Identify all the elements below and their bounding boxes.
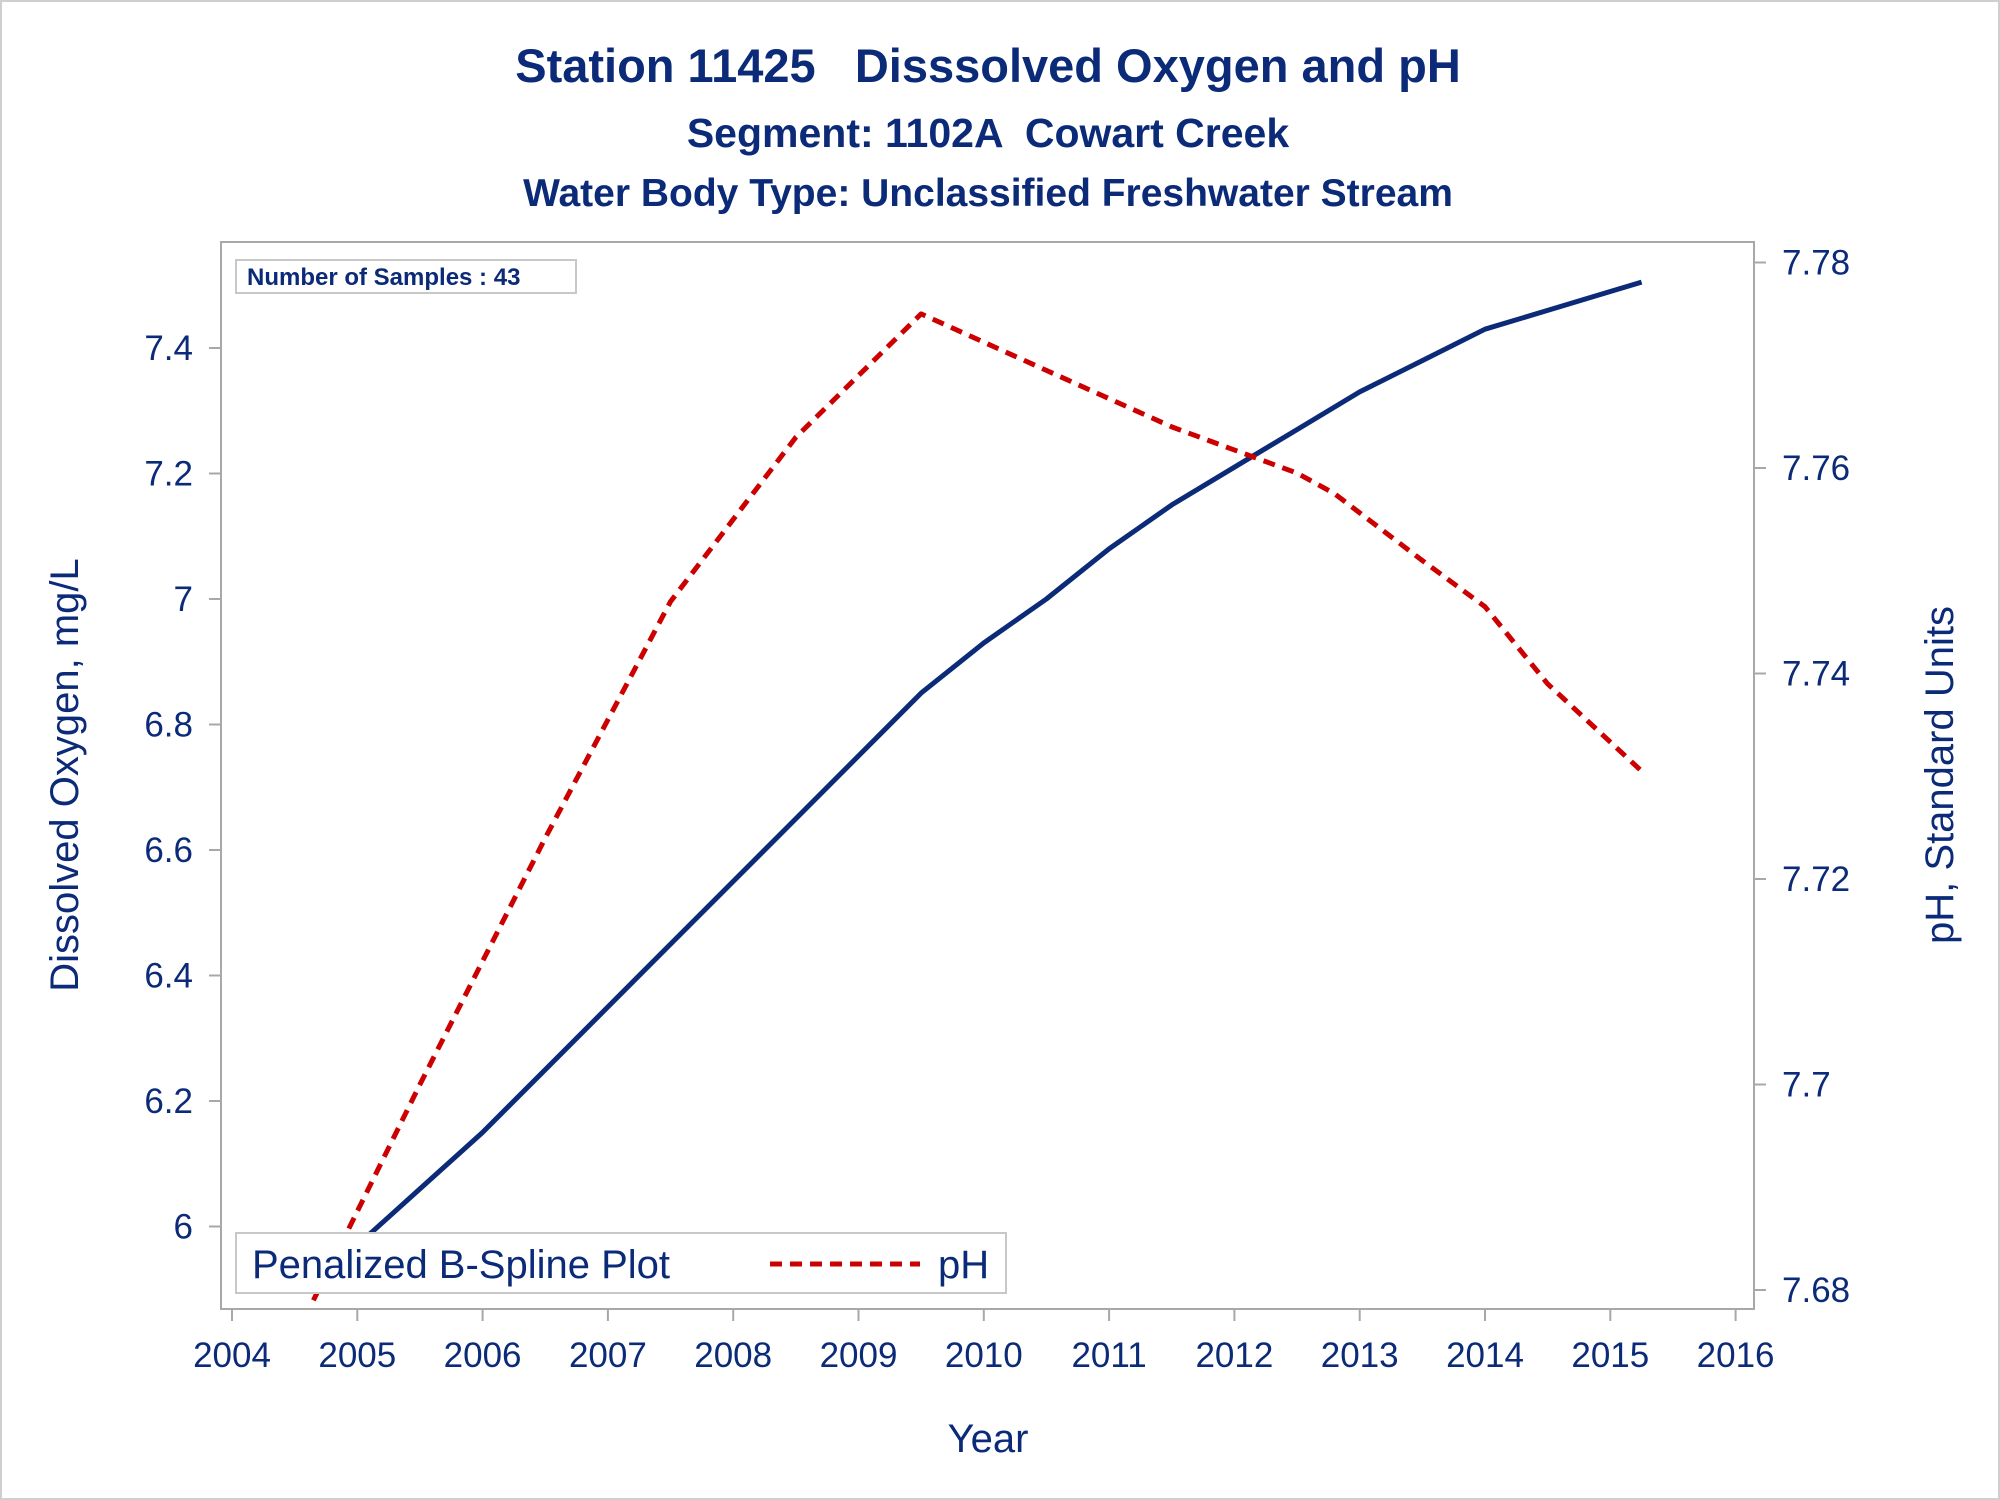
x-tick-label: 2013 [1321,1336,1399,1375]
chart-title: Station 11425 Disssolved Oxygen and pH [515,39,1461,92]
x-tick-label: 2012 [1195,1336,1273,1375]
y-right-tick-label: 7.68 [1782,1271,1850,1310]
x-tick-label: 2010 [945,1336,1023,1375]
chart-subtitle: Segment: 1102A Cowart Creek [687,110,1290,156]
samples-annotation: Number of Samples : 43 [247,264,520,291]
y-left-tick-label: 6 [174,1208,193,1247]
y-left-tick-label: 7.4 [144,329,193,368]
dissolved-oxygen-series-line [311,279,1643,1291]
plot-frame [220,241,1755,1310]
x-tick-label: 2004 [193,1336,271,1375]
x-tick-label: 2015 [1571,1336,1649,1375]
y-right-tick-label: 7.76 [1782,449,1850,488]
x-tick-label: 2008 [694,1336,772,1375]
y-left-tick-label: 6.8 [144,706,193,745]
x-axis-label: Year [948,1417,1029,1461]
series-layer [311,279,1644,1302]
x-tick-label: 2007 [569,1336,647,1375]
y-left-tick-label: 6.2 [144,1082,193,1121]
x-tick-label: 2014 [1446,1336,1524,1375]
chart-subtitle-2: Water Body Type: Unclassified Freshwater… [523,172,1453,215]
y-left-tick-label: 7 [174,580,193,619]
y-right-tick-label: 7.78 [1782,244,1850,283]
y-axis-left: 6 6.2 6.4 6.6 6.8 7 7.2 7.4 [144,329,221,1247]
y-axis-left-label: Dissolved Oxygen, mg/L [43,558,87,992]
samples-annotation-box [235,259,577,294]
x-tick-label: 2016 [1697,1336,1775,1375]
y-left-tick-label: 7.2 [144,455,193,494]
x-axis: 2004 2005 2006 2007 2008 2009 2010 2011 2012 2013… [193,1309,1775,1375]
y-left-tick-label: 6.6 [144,831,193,870]
legend-label-ph: pH [938,1243,989,1287]
y-left-tick-label: 6.4 [144,957,193,996]
y-right-tick-label: 7.7 [1782,1066,1831,1105]
y-right-tick-label: 7.74 [1782,655,1850,694]
y-axis-right-label: pH, Standard Units [1918,606,1962,944]
x-tick-label: 2006 [444,1336,522,1375]
x-tick-label: 2009 [820,1336,898,1375]
ph-series-line [311,311,1644,1302]
legend-title: Penalized B-Spline Plot [252,1243,670,1287]
y-right-tick-label: 7.72 [1782,860,1850,899]
y-axis-right: 7.68 7.7 7.72 7.74 7.76 7.78 [1754,244,1850,1310]
x-tick-label: 2011 [1071,1336,1146,1375]
x-tick-label: 2005 [318,1336,396,1375]
